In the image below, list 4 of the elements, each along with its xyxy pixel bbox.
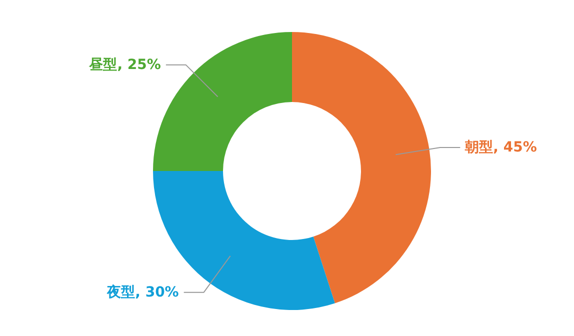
slice-label: 昼型, 25% <box>88 56 161 73</box>
slice-label: 夜型, 30% <box>106 283 179 300</box>
slice-label: 朝型, 45% <box>464 140 537 156</box>
donut-slice <box>292 32 431 304</box>
